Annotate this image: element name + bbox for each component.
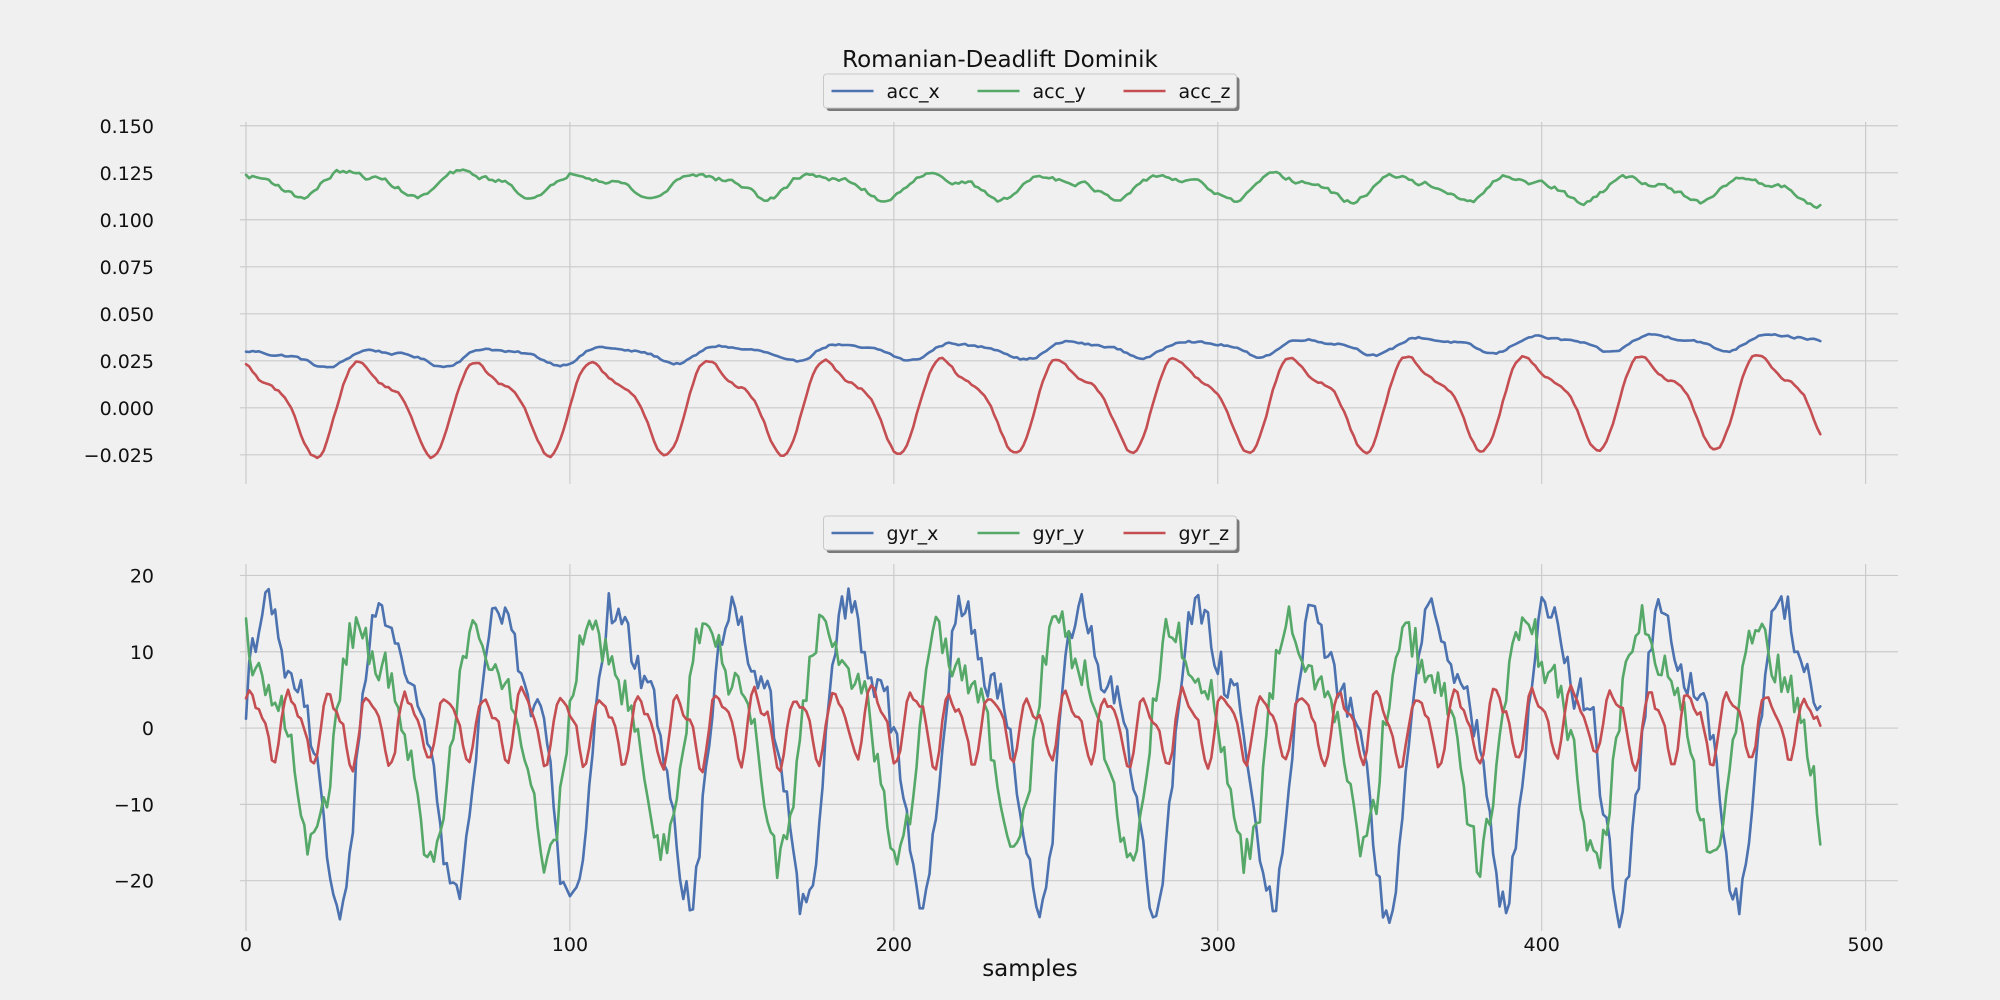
legend: acc_x acc_y acc_z bbox=[823, 73, 1240, 111]
legend-box bbox=[823, 73, 1237, 109]
x-tick-label: 300 bbox=[1200, 934, 1236, 956]
x-tick-label: 400 bbox=[1524, 934, 1560, 956]
series-line-gyr_x bbox=[244, 587, 1822, 929]
y-tick-label: 0.125 bbox=[100, 163, 154, 185]
series-line-gyr_y bbox=[244, 603, 1822, 880]
legend-label: acc_z bbox=[1179, 81, 1231, 103]
legend-label: gyr_z bbox=[1179, 523, 1230, 545]
series-line-acc_z bbox=[244, 353, 1822, 460]
y-tick-label: 0.150 bbox=[100, 116, 154, 138]
x-tick-label: 0 bbox=[240, 934, 252, 956]
chart-title: Romanian-Deadlift Dominik bbox=[842, 47, 1158, 73]
legend-box bbox=[823, 515, 1237, 551]
y-tick-label: 0 bbox=[142, 718, 154, 740]
y-tick-label: 0.050 bbox=[100, 304, 154, 326]
y-tick-label: 20 bbox=[130, 565, 154, 587]
acceleration-panel: −0.025 0.000 0.025 0.050 0.075 0.100 0.125 0.15… bbox=[84, 73, 1898, 484]
y-tick-label: 0.075 bbox=[100, 257, 154, 279]
legend-label: gyr_x bbox=[887, 523, 939, 545]
legend-label: acc_x bbox=[887, 81, 940, 103]
y-tick-label: 10 bbox=[130, 642, 154, 664]
legend-label: gyr_y bbox=[1033, 523, 1085, 545]
x-tick-label: 500 bbox=[1847, 934, 1883, 956]
y-tick-label: 0.000 bbox=[100, 398, 154, 420]
y-tick-label: 0.025 bbox=[100, 351, 154, 373]
series-line-acc_y bbox=[244, 168, 1822, 210]
y-tick-label: −20 bbox=[114, 871, 154, 893]
x-tick-label: 200 bbox=[876, 934, 912, 956]
x-axis-label: samples bbox=[982, 956, 1078, 982]
y-tick-label: −10 bbox=[114, 794, 154, 816]
series-line-acc_x bbox=[244, 332, 1822, 369]
series-line-gyr_z bbox=[244, 683, 1822, 774]
y-tick-label: −0.025 bbox=[84, 445, 154, 467]
legend-label: acc_y bbox=[1033, 81, 1086, 103]
y-tick-label: 0.100 bbox=[100, 210, 154, 232]
x-tick-label: 100 bbox=[552, 934, 588, 956]
legend: gyr_x gyr_y gyr_z bbox=[823, 515, 1240, 553]
